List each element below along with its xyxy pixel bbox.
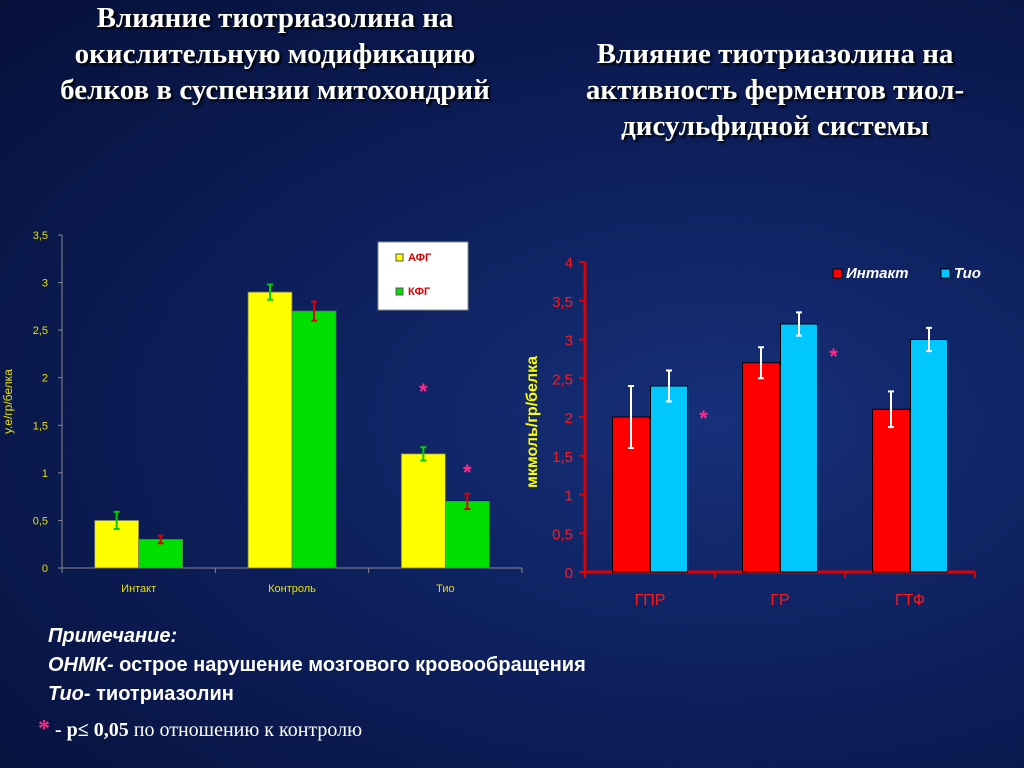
legend-swatch-tio xyxy=(940,268,951,279)
protein-oxidation-bar-chart: 0 0,5 1 1,5 2 2,5 3 3,5 у.е/гр/белка Интакт Контро… xyxy=(1,230,523,595)
right-y-tick-label: 4 xyxy=(565,255,573,272)
left-y-tick-label: 1,5 xyxy=(33,420,48,432)
bar-интакт-гр xyxy=(742,362,780,573)
significance-marker: * xyxy=(419,379,428,404)
p-value-description: по отношению к контролю xyxy=(128,719,363,741)
left-y-tick-label: 3,5 xyxy=(33,230,48,242)
significance-note: * - p≤ 0,05 по отношению к контролю xyxy=(38,716,362,743)
significance-dash: - xyxy=(50,719,67,741)
tio-abbreviation: Тио- xyxy=(48,683,91,705)
bar-кфг-тио xyxy=(444,500,490,569)
onmk-abbreviation: ОНМК- xyxy=(48,654,114,676)
legend-label-tio: Тио xyxy=(954,265,981,282)
bar-тио-гпр xyxy=(650,385,688,573)
left-x-tick-label: Контроль xyxy=(268,583,316,595)
legend-swatch-афг xyxy=(395,253,404,262)
left-y-tick-label: 3 xyxy=(42,278,48,290)
right-y-tick-label: 3,5 xyxy=(552,294,573,311)
left-y-tick-label: 2 xyxy=(42,373,48,385)
left-y-tick-label: 0 xyxy=(42,563,48,575)
bar-афг-тио xyxy=(400,453,446,569)
bar-афг-контроль xyxy=(247,291,293,569)
right-y-tick-label: 1 xyxy=(565,488,573,505)
notes-block: Примечание: ОНМК- острое нарушение мозго… xyxy=(48,622,948,709)
significance-star: * xyxy=(38,716,50,742)
right-y-tick-label: 2 xyxy=(565,410,573,427)
bar-тио-гр xyxy=(780,323,818,573)
left-y-tick-label: 0,5 xyxy=(33,515,48,527)
right-y-tick-label: 2,5 xyxy=(552,371,573,388)
onmk-definition: острое нарушение мозгового кровообращени… xyxy=(113,654,586,676)
legend-swatch-кфг xyxy=(395,287,404,296)
legend-label-афг: АФГ xyxy=(408,252,432,264)
left-y-tick-label: 1 xyxy=(42,468,48,480)
left-x-tick-label: Тио xyxy=(436,583,455,595)
left-legend-box xyxy=(377,241,469,311)
right-y-tick-label: 3 xyxy=(565,333,573,350)
bar-тио-гтф xyxy=(910,339,948,573)
p-value: p≤ 0,05 xyxy=(66,719,129,741)
significance-marker: * xyxy=(699,406,708,431)
legend-label-кфг: КФГ xyxy=(408,286,431,298)
tio-definition: тиотриазолин xyxy=(90,683,234,705)
legend-label-intact: Интакт xyxy=(846,265,908,282)
right-y-axis-label: мкмоль/гр/белка xyxy=(524,356,541,488)
right-x-tick-label: ГПР xyxy=(635,592,666,609)
left-y-axis-label: у.е/гр/белка xyxy=(1,369,15,434)
bar-кфг-контроль xyxy=(291,310,337,569)
significance-marker: * xyxy=(829,344,838,369)
right-y-tick-label: 1,5 xyxy=(552,449,573,466)
legend-swatch-intact xyxy=(832,268,843,279)
right-x-tick-label: ГР xyxy=(770,592,789,609)
right-y-tick-label: 0,5 xyxy=(552,526,573,543)
left-chart-title: Влияние тиотриазолина на окислительную м… xyxy=(60,2,490,106)
notes-header: Примечание: xyxy=(48,625,178,647)
right-chart-title: Влияние тиотриазолина на активность ферм… xyxy=(585,38,965,142)
enzyme-activity-bar-chart: 0 0,5 1 1,5 2 2,5 3 3,5 4 мкмоль/гр/белка * ГПР * ГР Г… xyxy=(524,255,981,609)
significance-marker: * xyxy=(463,460,472,485)
bar-интакт-гтф xyxy=(872,408,910,573)
bar-кфг-интакт xyxy=(138,539,184,569)
left-y-tick-label: 2,5 xyxy=(33,325,48,337)
right-y-tick-label: 0 xyxy=(565,565,573,582)
right-x-tick-label: ГТФ xyxy=(895,592,925,609)
left-x-tick-label: Интакт xyxy=(121,583,156,595)
